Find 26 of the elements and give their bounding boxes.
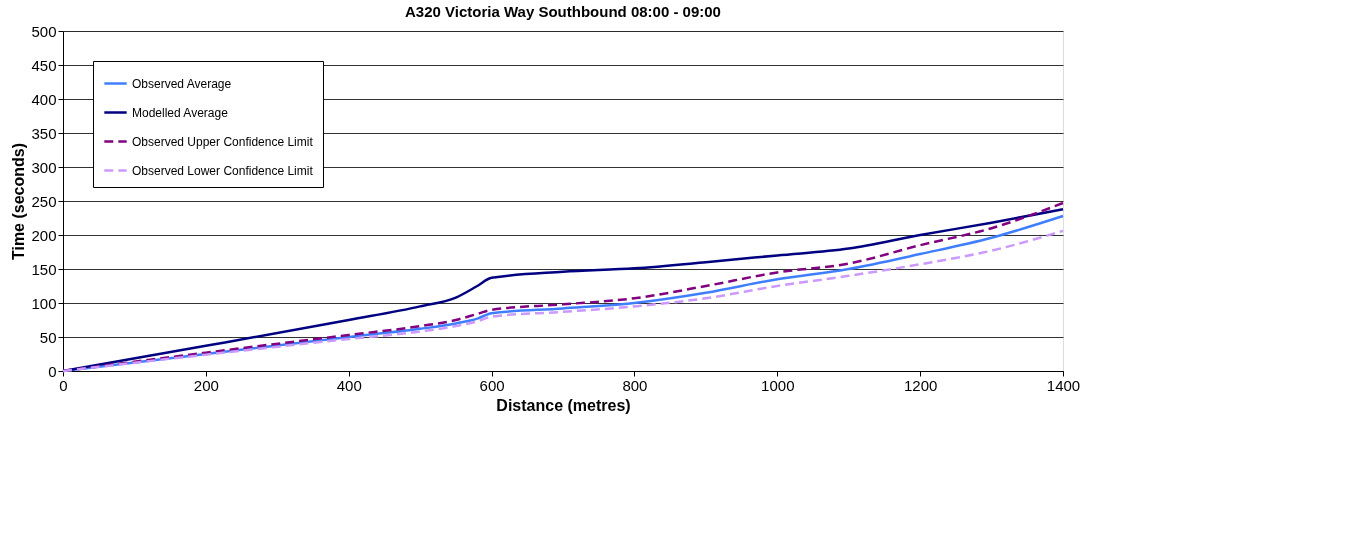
y-tick-label: 400	[31, 90, 57, 108]
x-tick-label: 0	[59, 376, 68, 394]
x-tick-label: 400	[336, 376, 362, 394]
x-tick-label: 200	[193, 376, 219, 394]
y-tick-label: 350	[31, 124, 57, 142]
y-tick-label: 50	[39, 328, 57, 346]
y-tick-label: 500	[31, 22, 57, 40]
y-tick-label: 450	[31, 56, 57, 74]
x-tick-label: 800	[622, 376, 648, 394]
y-tick-label: 100	[31, 294, 57, 312]
y-tick-label: 250	[31, 192, 57, 210]
legend-label: Observed Lower Confidence Limit	[132, 163, 314, 178]
x-tick-label: 1200	[903, 376, 938, 394]
legend-label: Modelled Average	[132, 105, 229, 120]
x-tick-label: 1400	[1046, 376, 1081, 394]
y-tick-label: 300	[31, 158, 57, 176]
y-axis-title: Time (seconds)	[10, 142, 28, 261]
chart-title: A320 Victoria Way Southbound 08:00 - 09:00	[405, 3, 721, 20]
y-tick-label: 0	[48, 362, 57, 380]
y-tick-label: 200	[31, 226, 57, 244]
x-axis-title: Distance (metres)	[496, 396, 631, 414]
legend-label: Observed Average	[132, 76, 232, 91]
y-tick-label: 150	[31, 260, 57, 278]
x-tick-label: 600	[479, 376, 505, 394]
x-tick-label: 1000	[761, 376, 795, 394]
legend-label: Observed Upper Confidence Limit	[132, 134, 314, 149]
